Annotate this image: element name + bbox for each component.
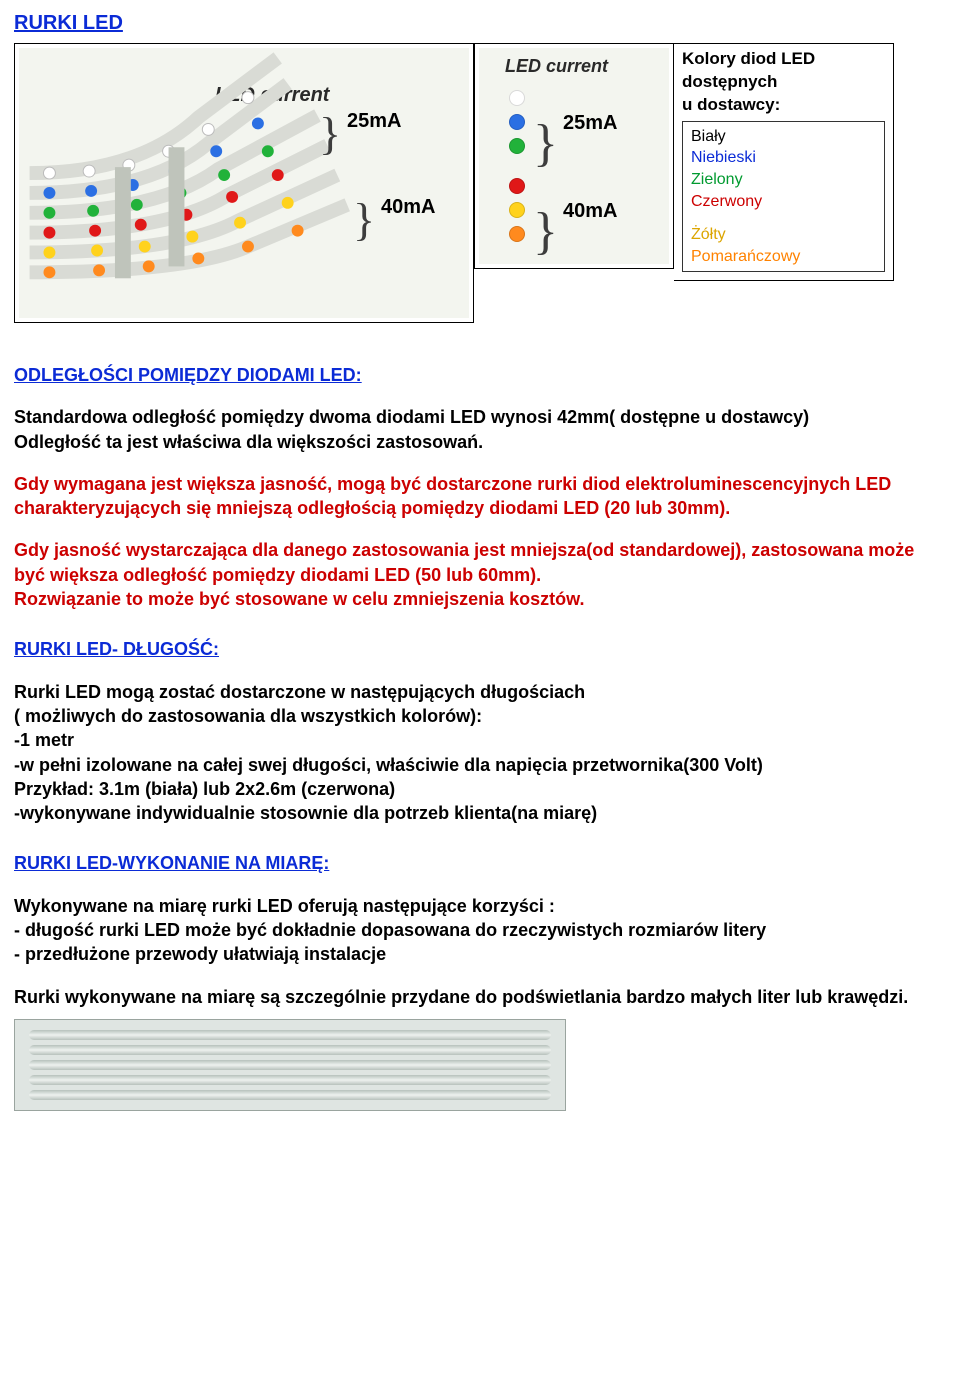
section2-p3: -1 metr [14, 728, 946, 752]
section2-p1: Rurki LED mogą zostać dostarczone w nast… [14, 680, 946, 704]
figure-left-25ma: 25mA [347, 108, 401, 135]
brace-icon: } [319, 120, 341, 148]
color-item: Zielony [691, 169, 876, 191]
section3-p4: Rurki wykonywane na miarę są szczególnie… [14, 985, 946, 1009]
brace-icon: } [533, 216, 558, 247]
color-item: Pomarańczowy [691, 246, 876, 268]
section3-p2: - długość rurki LED może być dokładnie d… [14, 918, 946, 942]
brace-icon: } [353, 206, 375, 234]
brace-icon: } [533, 128, 558, 159]
section2-p5: Przykład: 3.1m (biała) lub 2x2.6m (czerw… [14, 777, 946, 801]
section1-red1: Gdy wymagana jest większa jasność, mogą … [14, 472, 946, 521]
colors-panel: Kolory diod LED dostępnych u dostawcy: B… [674, 43, 894, 281]
section1-p2: Odległość ta jest właściwa dla większośc… [14, 430, 946, 454]
section2-p4: -w pełni izolowane na całej swej długośc… [14, 753, 946, 777]
figure-left: LED current [14, 43, 474, 323]
section1-heading: ODLEGŁOŚCI POMIĘDZY DIODAMI LED: [14, 363, 946, 387]
section3-p3: - przedłużone przewody ułatwiają instala… [14, 942, 946, 966]
figure-left-40ma: 40mA [381, 194, 435, 221]
figure-right-25ma: 25mA [563, 110, 617, 137]
colors-header-1: Kolory diod LED [682, 48, 885, 71]
section3-p1: Wykonywane na miarę rurki LED oferują na… [14, 894, 946, 918]
figure-right-40ma: 40mA [563, 198, 617, 225]
section2-p6: -wykonywane indywidualnie stosownie dla … [14, 801, 946, 825]
section1-p1: Standardowa odległość pomiędzy dwoma dio… [14, 405, 946, 429]
page-title: RURKI LED [14, 10, 946, 37]
section2-p2: ( możliwych do zastosowania dla wszystki… [14, 704, 946, 728]
figure-right-label: LED current [505, 54, 608, 78]
section1-red2b: Rozwiązanie to może być stosowane w celu… [14, 587, 946, 611]
section3-heading: RURKI LED-WYKONANIE NA MIARĘ: [14, 851, 946, 875]
color-item: Biały [691, 126, 876, 148]
color-item: Żółty [691, 224, 876, 246]
colors-box: Biały Niebieski Zielony Czerwony Żółty P… [682, 121, 885, 273]
colors-header-3: u dostawcy: [682, 94, 885, 117]
tubes-figure [14, 1019, 566, 1111]
color-item: Niebieski [691, 147, 876, 169]
section2-heading: RURKI LED- DŁUGOŚĆ: [14, 637, 946, 661]
figure-right: LED current } 25mA } 40mA [474, 43, 674, 269]
section1-red2a: Gdy jasność wystarczająca dla danego zas… [14, 538, 946, 587]
color-item: Czerwony [691, 191, 876, 213]
figure-row: LED current [14, 43, 946, 323]
colors-header-2: dostępnych [682, 71, 885, 94]
